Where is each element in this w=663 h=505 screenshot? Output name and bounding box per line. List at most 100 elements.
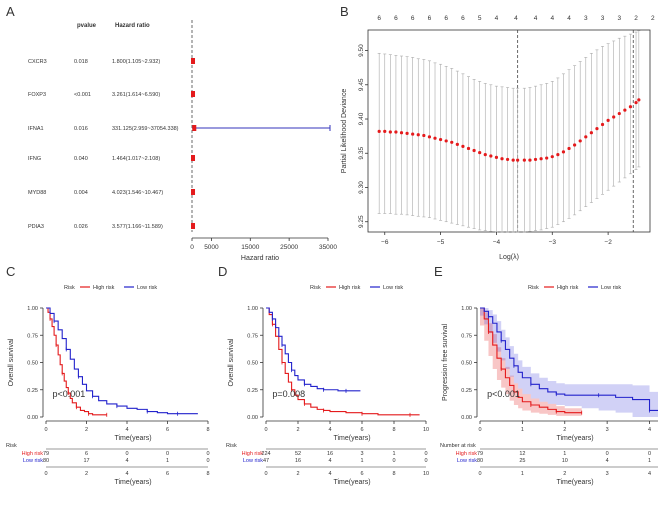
risk-row-label: High risk — [242, 451, 264, 457]
risk-count: 1 — [360, 458, 363, 464]
x-tick-label: −2 — [604, 239, 612, 246]
deviance-point — [383, 129, 387, 133]
risk-x-tick-label: 0 — [478, 471, 481, 477]
x-tick-label: −3 — [549, 239, 557, 246]
y-tick-label: 0.75 — [27, 333, 38, 339]
risk-x-axis-label: Time(years) — [556, 479, 593, 486]
y-tick-label: 9.50 — [358, 44, 365, 57]
deviance-point — [489, 154, 493, 158]
deviance-point — [612, 115, 616, 119]
risk-count: 1 — [392, 451, 395, 457]
deviance-point — [628, 105, 633, 109]
confidence-band — [480, 308, 658, 417]
top-tick-label: 6 — [411, 15, 415, 22]
risk-row-label: High risk — [22, 451, 44, 457]
deviance-point — [533, 157, 538, 162]
risk-count: 1 — [563, 451, 566, 457]
panel-label-d: D — [218, 264, 227, 279]
top-tick-label: 3 — [584, 15, 588, 22]
deviance-point — [573, 143, 577, 147]
lasso-cv-panel: 6 6 6 6 6 6 5 4 4 4 4 4 3 3 3 2 2 −6 −5 −4 −3 −2 9.25 9.30 9.35 9… — [341, 15, 655, 261]
risk-count: 0 — [125, 451, 128, 457]
deviance-point — [539, 157, 543, 161]
y-tick-label: 0.75 — [247, 333, 258, 339]
y-axis-label: Partial Likelihood Deviance — [341, 89, 348, 174]
deviance-point — [416, 133, 420, 137]
legend-title: Risk — [528, 285, 539, 291]
top-tick-label: 2 — [634, 15, 638, 22]
panel-label-b: B — [340, 4, 349, 19]
hr-point — [191, 58, 196, 64]
y-tick-label: 0.50 — [247, 361, 258, 367]
legend-label: Low risk — [383, 285, 403, 291]
x-axis-label: Time(years) — [333, 435, 370, 442]
x-tick-label: 8 — [392, 427, 395, 433]
y-tick-label: 9.35 — [358, 147, 365, 160]
legend-label: Low risk — [601, 285, 621, 291]
deviance-point — [528, 158, 532, 162]
risk-x-tick-label: 1 — [521, 471, 524, 477]
deviance-point — [500, 157, 504, 161]
risk-x-axis-label: Time(years) — [114, 479, 151, 486]
gene-label: IFNG — [28, 156, 41, 162]
deviance-point — [595, 127, 599, 131]
hr-point — [191, 155, 196, 161]
deviance-point — [433, 136, 437, 140]
deviance-point — [516, 158, 520, 162]
x-tick-label: 2 — [563, 427, 566, 433]
survival-curve — [46, 307, 107, 416]
hr-cell: 1.800(1.105~2.932) — [112, 59, 160, 65]
deviance-point — [461, 144, 465, 149]
gene-label: MYD88 — [28, 190, 46, 196]
risk-count: 80 — [477, 458, 483, 464]
risk-x-tick-label: 3 — [606, 471, 609, 477]
survival-curve — [46, 307, 198, 415]
risk-count: 0 — [206, 458, 209, 464]
x-tick-label: 0 — [44, 427, 47, 433]
gene-label: PDIA3 — [28, 224, 44, 230]
plot-frame — [367, 29, 651, 233]
risk-row-label: Low risk — [243, 458, 263, 464]
risk-count: 79 — [43, 451, 49, 457]
x-tick-label: 25000 — [280, 244, 298, 251]
hr-cell: 3.577(1.166~11.589) — [112, 224, 163, 230]
x-tick-label: 6 — [360, 427, 363, 433]
y-tick-label: 9.40 — [358, 112, 365, 125]
deviance-point — [377, 129, 381, 133]
top-tick-label: 6 — [461, 15, 465, 22]
risk-x-tick-label: 4 — [328, 471, 331, 477]
y-tick-label: 0.00 — [247, 415, 258, 421]
x-tick-label: 3 — [606, 427, 609, 433]
hr-point — [191, 223, 196, 229]
legend-title: Risk — [310, 285, 321, 291]
deviance-point — [472, 148, 476, 153]
hazard-ratio-header: Hazard ratio — [115, 23, 150, 29]
risk-table-title: Risk — [6, 443, 17, 449]
confidence-band — [480, 308, 582, 416]
panel-label-a: A — [6, 4, 15, 19]
pvalue-cell: 0.016 — [74, 126, 88, 132]
deviance-point — [584, 135, 588, 139]
x-tick-label: 0 — [478, 427, 481, 433]
p-value-annotation: p<0.001 — [487, 389, 520, 399]
risk-count: 79 — [477, 451, 483, 457]
deviance-point — [455, 142, 459, 146]
risk-count: 0 — [206, 451, 209, 457]
deviance-point — [506, 157, 510, 162]
risk-count: 0 — [606, 451, 609, 457]
pvalue-cell: <0.001 — [74, 92, 91, 98]
y-tick-label: 1.00 — [461, 306, 472, 312]
deviance-point — [606, 118, 610, 122]
risk-count: 0 — [424, 451, 427, 457]
hr-cell: 3.261(1.614~6.590) — [112, 92, 160, 98]
pvalue-cell: 0.026 — [74, 224, 88, 230]
pvalue-cell: 0.018 — [74, 59, 88, 65]
risk-count: 52 — [295, 451, 301, 457]
risk-count: 10 — [562, 458, 568, 464]
x-tick-label: 15000 — [241, 244, 259, 251]
x-tick-label: −6 — [381, 239, 389, 246]
risk-table-title: Number at risk — [440, 443, 476, 449]
p-value-annotation: p<0.001 — [52, 389, 85, 399]
deviance-point — [556, 153, 560, 157]
